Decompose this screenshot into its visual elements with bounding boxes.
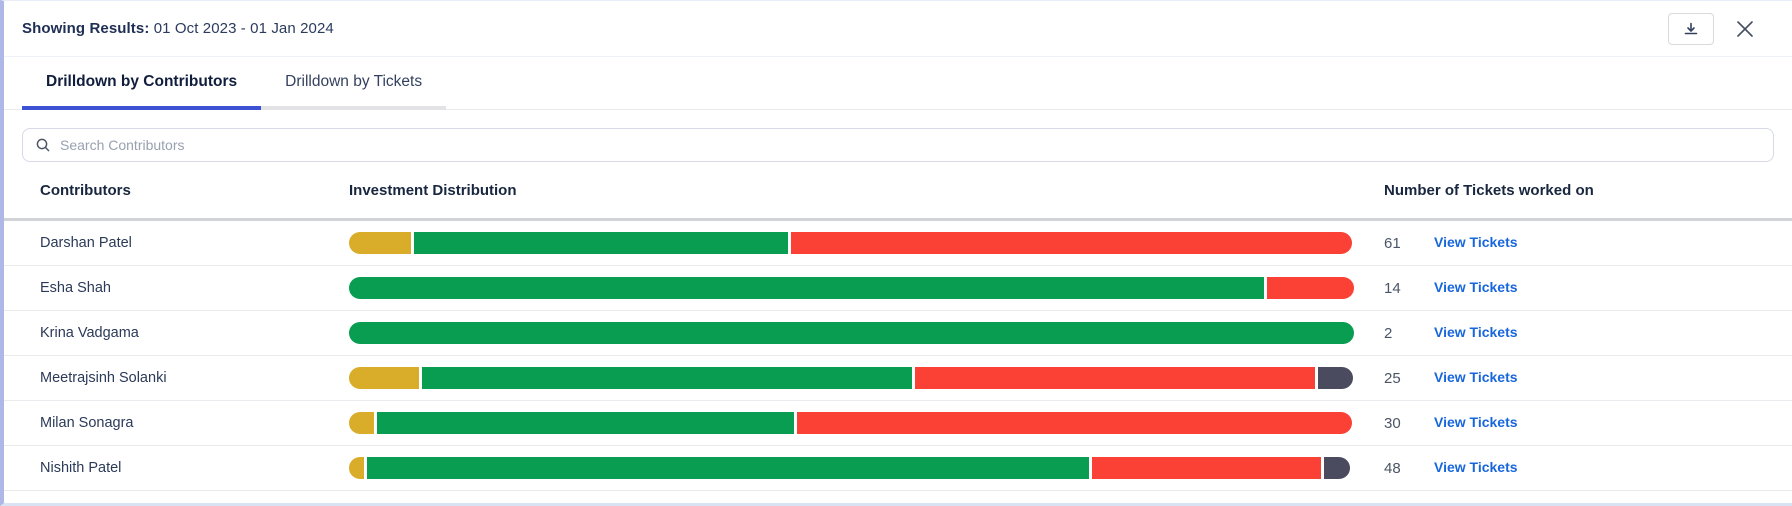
contributor-name: Krina Vadgama (40, 325, 139, 341)
bar-segment-red (791, 232, 1352, 254)
tab-label: Drilldown by Tickets (285, 72, 423, 90)
bar-segment-green (414, 232, 789, 254)
table-body: Darshan Patel 61 View Tickets Esha Shah … (4, 221, 1792, 491)
table-row: Nishith Patel 48 View Tickets (4, 446, 1792, 491)
bar-segment-red (797, 412, 1352, 434)
column-header-investment-distribution: Investment Distribution (349, 181, 517, 199)
bar-segment-yellow (349, 367, 420, 389)
download-icon (1683, 21, 1699, 37)
investment-distribution-bar (349, 277, 1354, 299)
bar-segment-green (349, 322, 1354, 344)
showing-results: Showing Results: 01 Oct 2023 - 01 Jan 20… (22, 20, 334, 37)
bar-segment-red (1266, 277, 1354, 299)
contributor-name: Milan Sonagra (40, 415, 134, 431)
view-tickets-link[interactable]: View Tickets (1434, 324, 1518, 340)
bar-segment-yellow (349, 457, 365, 479)
bar-segment-navy (1317, 367, 1353, 389)
column-header-contributors: Contributors (40, 181, 131, 199)
ticket-count: 2 (1384, 324, 1393, 342)
table-row: Milan Sonagra 30 View Tickets (4, 401, 1792, 446)
tab-drilldown-by-tickets[interactable]: Drilldown by Tickets (261, 57, 447, 110)
search-input[interactable] (60, 137, 1761, 153)
ticket-count: 61 (1384, 234, 1401, 252)
close-icon (1734, 18, 1756, 40)
contributor-name: Nishith Patel (40, 460, 122, 476)
tab-bar: Drilldown by Contributors Drilldown by T… (4, 57, 1792, 110)
search-box (22, 128, 1774, 162)
table-row: Krina Vadgama 2 View Tickets (4, 311, 1792, 356)
investment-distribution-bar (349, 232, 1354, 254)
bar-segment-yellow (349, 232, 412, 254)
search-icon (35, 137, 51, 153)
view-tickets-link[interactable]: View Tickets (1434, 279, 1518, 295)
view-tickets-link[interactable]: View Tickets (1434, 369, 1518, 385)
bar-segment-navy (1323, 457, 1350, 479)
download-button[interactable] (1668, 12, 1714, 45)
view-tickets-link[interactable]: View Tickets (1434, 414, 1518, 430)
investment-distribution-bar (349, 457, 1354, 479)
investment-distribution-bar (349, 322, 1354, 344)
column-header-tickets: Number of Tickets worked on (1384, 181, 1594, 199)
tab-drilldown-by-contributors[interactable]: Drilldown by Contributors (22, 57, 262, 110)
view-tickets-link[interactable]: View Tickets (1434, 234, 1518, 250)
contributor-name: Esha Shah (40, 280, 111, 296)
ticket-count: 14 (1384, 279, 1401, 297)
bar-segment-green (422, 367, 912, 389)
showing-results-label: Showing Results: (22, 20, 150, 37)
ticket-count: 30 (1384, 414, 1401, 432)
bar-segment-red (1091, 457, 1321, 479)
tab-label: Drilldown by Contributors (46, 72, 238, 90)
panel-header: Showing Results: 01 Oct 2023 - 01 Jan 20… (4, 1, 1792, 57)
header-actions (1668, 12, 1758, 45)
bar-segment-yellow (349, 412, 375, 434)
table-row: Esha Shah 14 View Tickets (4, 266, 1792, 311)
bar-segment-green (377, 412, 795, 434)
ticket-count: 48 (1384, 459, 1401, 477)
bar-segment-green (349, 277, 1264, 299)
bar-segment-red (914, 367, 1315, 389)
view-tickets-link[interactable]: View Tickets (1434, 459, 1518, 475)
investment-distribution-bar (349, 367, 1354, 389)
ticket-count: 25 (1384, 369, 1401, 387)
contributor-name: Meetrajsinh Solanki (40, 370, 167, 386)
close-button[interactable] (1732, 16, 1758, 42)
bar-segment-green (367, 457, 1089, 479)
contributor-name: Darshan Patel (40, 235, 132, 251)
date-range: 01 Oct 2023 - 01 Jan 2024 (153, 20, 334, 37)
table-row: Darshan Patel 61 View Tickets (4, 221, 1792, 266)
table-header: Contributors Investment Distribution Num… (4, 162, 1792, 221)
table-row: Meetrajsinh Solanki 25 View Tickets (4, 356, 1792, 401)
investment-distribution-bar (349, 412, 1354, 434)
